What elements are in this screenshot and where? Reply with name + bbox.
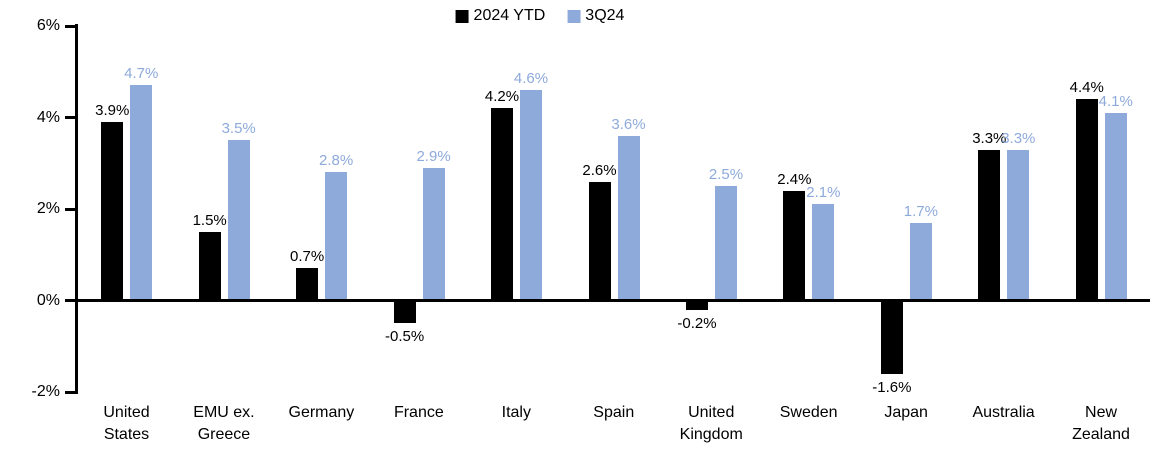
bar [978,149,1001,301]
y-axis-tick-mark [65,390,78,394]
bar-value-label: 3.3% [972,129,1007,147]
legend-item: 2024 YTD [455,7,546,25]
bar-value-label: 2.4% [777,170,812,188]
bar-value-label: -0.2% [677,314,717,332]
y-axis-tick-label: 4% [36,108,60,126]
y-axis-tick-label: 0% [36,291,60,309]
bar [393,300,416,324]
bar-value-label: 3.5% [221,120,256,138]
bar [422,167,445,301]
bar [520,90,543,301]
category-label: Spain [593,404,635,421]
bar [685,300,708,310]
bar [198,231,221,301]
bar-value-label: -0.5% [384,328,425,346]
category-label: New Zealand [1072,404,1130,443]
category-label: Japan [884,404,928,421]
bar-value-label: 1.5% [192,211,227,229]
category-label: France [393,404,444,421]
bar [491,108,514,301]
bar-value-label: 3.9% [95,102,130,120]
bar [909,222,932,301]
bar [227,140,250,301]
y-axis-tick-mark [65,299,78,302]
bar-value-label: 0.7% [290,248,325,266]
bar-value-label: 3.6% [611,115,646,133]
bar [783,190,806,301]
y-axis-tick-mark [65,24,78,28]
y-axis-tick-label: -2% [31,383,60,400]
bar-value-label: 4.6% [513,70,549,88]
legend-swatch-icon [567,9,581,23]
bar-value-label: 4.4% [1069,79,1104,97]
x-axis-zero-line [75,299,1150,302]
bar-value-label: 4.7% [124,65,159,83]
category-label: Italy [501,404,531,421]
bar [812,204,835,301]
bar-value-label: 2.5% [708,166,744,184]
bar [714,186,737,301]
y-axis-tick-label: 2% [36,200,60,217]
legend-swatch-icon [455,9,469,23]
bar [325,172,348,301]
bar [296,268,319,301]
bar [101,122,124,301]
category-label: United States [103,404,150,443]
bar-value-label: 2.1% [806,184,841,202]
legend-label: 2024 YTD [473,7,546,24]
bar [880,300,903,374]
legend-label: 3Q24 [585,7,625,24]
y-axis-tick-mark [65,116,78,119]
bar-value-label: 4.1% [1098,92,1133,110]
category-label: EMU ex. Greece [193,404,255,443]
bar [130,85,153,301]
bar-value-label: -1.6% [872,378,912,396]
legend-item: 3Q24 [567,7,624,25]
bar-value-label: 2.8% [319,152,354,170]
bar [1075,99,1098,301]
category-label: United Kingdom [679,404,743,443]
bar [1104,112,1127,301]
bar-value-label: 4.2% [484,88,520,106]
bar-value-label: 2.6% [582,161,617,179]
category-label: Australia [972,404,1035,421]
bar [617,135,640,301]
bar [1007,149,1030,301]
bar [588,181,611,301]
category-label: Sweden [779,404,838,421]
bar-value-label: 1.7% [903,202,938,220]
bar-value-label: 3.3% [1001,129,1036,147]
y-axis-tick-label: 6% [36,17,60,34]
category-label: Germany [288,404,355,421]
bar-value-label: 2.9% [416,147,451,165]
y-axis-tick-mark [65,207,78,211]
legend: 2024 YTD 3Q24 [455,7,624,25]
